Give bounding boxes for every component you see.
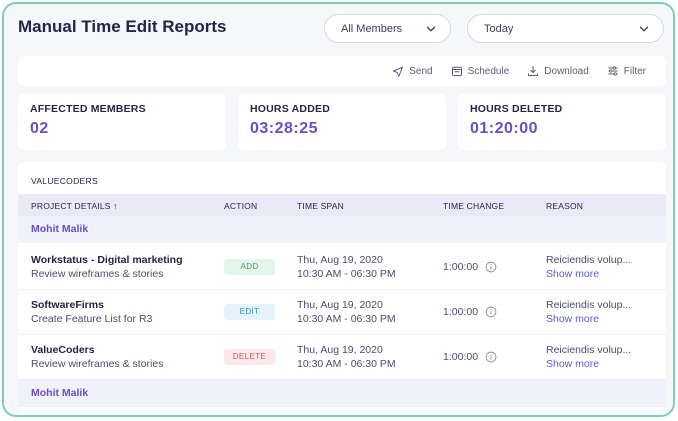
send-label: Send	[409, 65, 433, 77]
header-project-details[interactable]: PROJECT DETAILS ↑	[31, 201, 118, 211]
info-icon[interactable]	[485, 261, 497, 273]
stat-value: 01:20:00	[470, 120, 539, 137]
time-span-hours: 10:30 AM - 06:30 PM	[297, 268, 396, 280]
stat-value: 03:28:25	[250, 120, 319, 137]
show-more-link[interactable]: Show more	[546, 268, 600, 280]
stat-label: HOURS ADDED	[250, 103, 330, 115]
stat-hours-deleted: HOURS DELETED 01:20:00	[458, 94, 666, 150]
edits-table: VALUECODERS PROJECT DETAILS ↑ ACTION TIM…	[18, 162, 666, 410]
date-range-dropdown[interactable]: Today	[467, 14, 664, 43]
download-icon	[528, 66, 539, 76]
stat-value: 02	[30, 120, 49, 137]
time-change: 1:00:00	[443, 306, 497, 318]
info-icon[interactable]	[485, 306, 497, 318]
header-time-change: TIME CHANGE	[443, 201, 505, 211]
report-toolbar: Send Schedule Download Filter	[18, 56, 666, 86]
member-group-row: Mohit Malik	[18, 380, 666, 407]
reason-text: Reiciendis volup...	[546, 344, 632, 356]
stat-hours-added: HOURS ADDED 03:28:25	[238, 94, 446, 150]
time-change-value: 1:00:00	[443, 261, 479, 273]
members-dropdown-value: All Members	[341, 22, 403, 35]
schedule-label: Schedule	[467, 65, 510, 77]
action-badge: ADD	[224, 259, 275, 275]
page-title: Manual Time Edit Reports	[18, 17, 227, 36]
filter-label: Filter	[623, 65, 646, 77]
time-change: 1:00:00	[443, 351, 497, 363]
project-task: Create Feature List for R3	[31, 313, 153, 325]
calendar-icon	[451, 66, 462, 76]
header-action: ACTION	[224, 201, 258, 211]
project-task: Review wireframes & stories	[31, 358, 164, 370]
action-badge: EDIT	[224, 304, 275, 320]
stat-affected-members: AFFECTED MEMBERS 02	[18, 94, 226, 150]
chevron-down-icon	[639, 26, 649, 31]
send-button[interactable]: Send	[392, 65, 433, 77]
download-button[interactable]: Download	[527, 65, 589, 77]
project-name: Workstatus - Digital marketing	[31, 254, 183, 266]
header-time-span: TIME SPAN	[297, 201, 344, 211]
table-row: SoftwareFirms Create Feature List for R3…	[18, 290, 666, 335]
show-more-link[interactable]: Show more	[546, 358, 600, 370]
time-span-hours: 10:30 AM - 06:30 PM	[297, 358, 396, 370]
action-badge: DELETE	[224, 349, 275, 365]
show-more-link[interactable]: Show more	[546, 313, 600, 325]
table-row: Workstatus - Digital marketing Review wi…	[18, 245, 666, 290]
info-icon[interactable]	[485, 351, 497, 363]
reason-text: Reiciendis volup...	[546, 299, 632, 311]
time-change: 1:00:00	[443, 261, 497, 273]
time-change-value: 1:00:00	[443, 306, 479, 318]
members-dropdown[interactable]: All Members	[324, 14, 451, 43]
send-icon	[393, 66, 404, 77]
time-change-value: 1:00:00	[443, 351, 479, 363]
download-label: Download	[544, 65, 589, 77]
stat-label: AFFECTED MEMBERS	[30, 103, 146, 115]
filter-button[interactable]: Filter	[607, 65, 646, 77]
date-range-value: Today	[484, 22, 514, 35]
table-row: ValueCoders Review wireframes & stories …	[18, 335, 666, 380]
schedule-button[interactable]: Schedule	[451, 65, 510, 77]
group-title: VALUECODERS	[31, 176, 98, 186]
time-span-hours: 10:30 AM - 06:30 PM	[297, 313, 396, 325]
filter-sliders-icon	[608, 66, 618, 76]
project-task: Review wireframes & stories	[31, 268, 164, 280]
table-header: PROJECT DETAILS ↑ ACTION TIME SPAN TIME …	[18, 194, 666, 216]
chevron-down-icon	[426, 26, 436, 31]
time-span-date: Thu, Aug 19, 2020	[297, 344, 383, 356]
report-card: Manual Time Edit Reports All Members Tod…	[2, 2, 675, 417]
project-name: ValueCoders	[31, 344, 95, 356]
project-name: SoftwareFirms	[31, 299, 104, 311]
stat-label: HOURS DELETED	[470, 103, 563, 115]
header-reason: REASON	[546, 201, 584, 211]
reason-text: Reiciendis volup...	[546, 254, 632, 266]
time-span-date: Thu, Aug 19, 2020	[297, 299, 383, 311]
member-group-row: Mohit Malik	[18, 216, 666, 243]
time-span-date: Thu, Aug 19, 2020	[297, 254, 383, 266]
